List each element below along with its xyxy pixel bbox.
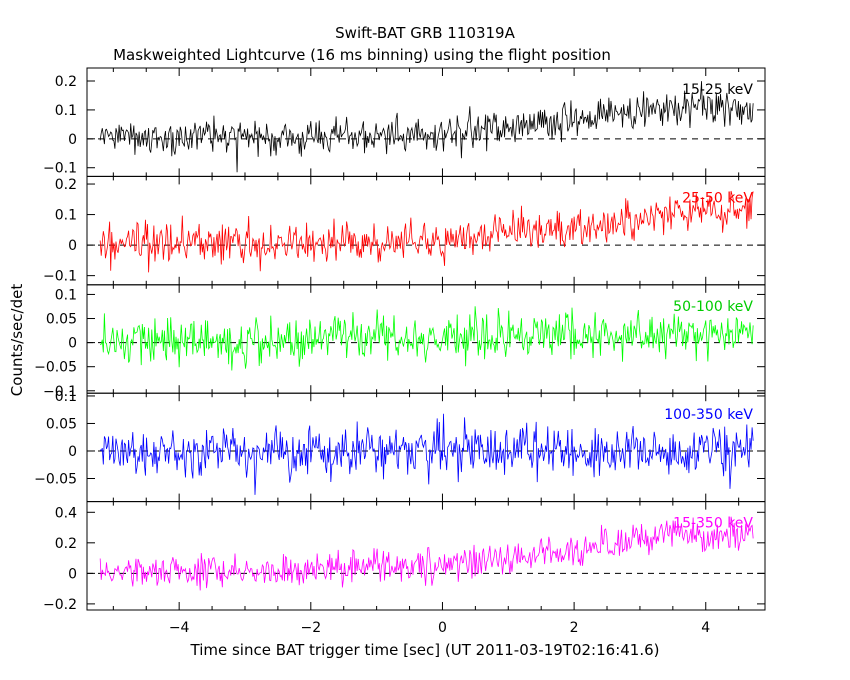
panel-frame — [86, 501, 766, 611]
y-tick-label: 0.05 — [46, 416, 77, 432]
y-tick-label: 0.1 — [55, 389, 77, 405]
panel-1: −0.1 0 0.1 0.2 15-25 keV — [43, 67, 766, 177]
y-tick-label: −0.1 — [43, 269, 77, 285]
series-line — [99, 413, 754, 495]
y-tick-label: 0 — [68, 336, 77, 352]
series-line — [99, 81, 754, 173]
x-tick-label: 0 — [438, 620, 447, 636]
panel-5: −0.2 0 0.2 0.4 15-350 keV — [43, 501, 766, 613]
y-tick-label: 0.4 — [55, 505, 77, 521]
x-tick-label: 4 — [701, 620, 710, 636]
band-label: 15-350 keV — [673, 516, 753, 532]
x-tick-label: −4 — [169, 620, 190, 636]
panel-3: −0.1 −0.05 0 0.05 0.1 50-100 keV — [34, 284, 766, 400]
series-line — [99, 516, 754, 591]
chart-title: Swift-BAT GRB 110319A — [335, 24, 515, 42]
y-tick-label: −0.05 — [34, 360, 77, 376]
y-tick-label: −0.1 — [43, 384, 77, 400]
y-tick-label: 0 — [68, 566, 77, 582]
y-tick-label: 0.2 — [55, 74, 77, 90]
y-tick-label: 0.2 — [55, 536, 77, 552]
y-tick-label: 0.1 — [55, 103, 77, 119]
y-tick-label: 0 — [68, 444, 77, 460]
y-axis-label: Counts/sec/det — [8, 284, 26, 397]
x-tick-label: −2 — [300, 620, 321, 636]
y-tick-label: 0.1 — [55, 208, 77, 224]
y-tick-label: 0.2 — [55, 177, 77, 193]
series-line — [99, 306, 754, 371]
y-tick-label: −0.05 — [34, 471, 77, 487]
band-label: 25-50 keV — [682, 190, 753, 206]
x-axis-label: Time since BAT trigger time [sec] (UT 20… — [190, 641, 660, 659]
chart-subtitle: Maskweighted Lightcurve (16 ms binning) … — [113, 46, 611, 64]
band-label: 15-25 keV — [682, 82, 753, 98]
y-tick-label: 0.05 — [46, 312, 77, 328]
band-label: 100-350 keV — [664, 407, 753, 423]
series-line — [99, 190, 754, 273]
y-tick-label: 0.1 — [55, 287, 77, 303]
x-tick-label: 2 — [570, 620, 579, 636]
y-tick-label: −0.2 — [43, 597, 77, 613]
band-label: 50-100 keV — [673, 299, 753, 315]
y-tick-label: −0.1 — [43, 161, 77, 177]
y-tick-label: 0 — [68, 238, 77, 254]
y-tick-label: 0 — [68, 132, 77, 148]
